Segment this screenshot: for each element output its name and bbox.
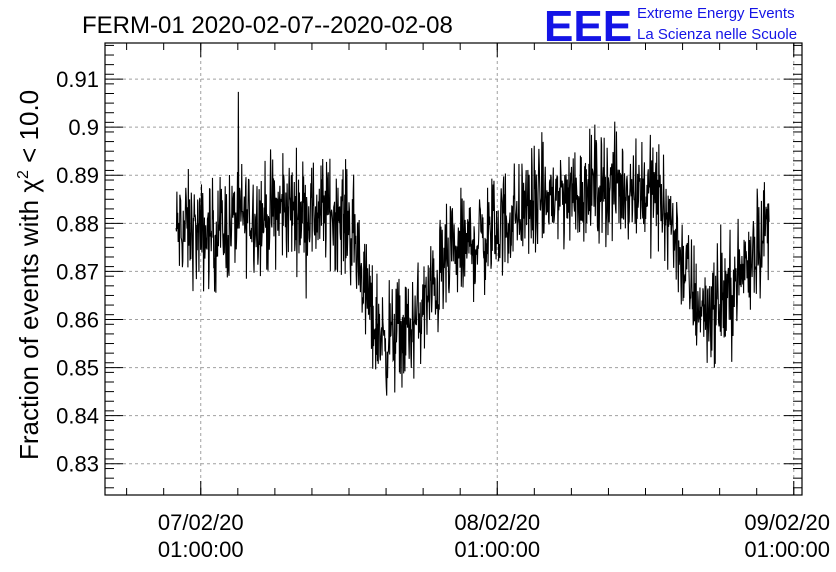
logo-line-1: Extreme Energy Events xyxy=(637,5,795,22)
x-tick-time: 01:00:00 xyxy=(158,537,244,562)
y-axis-label-sup: 2 xyxy=(15,170,32,179)
x-tick-date: 08/02/20 xyxy=(454,510,540,535)
grid xyxy=(105,43,802,495)
y-tick-label: 0.88 xyxy=(56,211,99,236)
y-tick-label: 0.9 xyxy=(68,115,99,140)
y-tick-label: 0.89 xyxy=(56,163,99,188)
logo-mark: EEE xyxy=(544,2,632,51)
y-tick-label: 0.86 xyxy=(56,307,99,332)
y-tick-label: 0.87 xyxy=(56,259,99,284)
y-axis-label-tail: < 10.0 xyxy=(14,90,44,170)
y-tick-label: 0.91 xyxy=(56,67,99,92)
data-series xyxy=(175,91,770,396)
y-axis-label: Fraction of events with χ2 < 10.0 xyxy=(14,90,44,460)
series-line-0 xyxy=(175,91,770,396)
x-tick-time: 01:00:00 xyxy=(744,537,830,562)
y-tick-label: 0.83 xyxy=(56,452,99,477)
y-tick-label: 0.84 xyxy=(56,404,99,429)
x-tick-date: 09/02/20 xyxy=(744,510,830,535)
y-tick-label: 0.85 xyxy=(56,356,99,381)
x-tick-labels: 07/02/2001:00:0008/02/2001:00:0009/02/20… xyxy=(158,510,830,562)
axes xyxy=(104,42,803,496)
eee-logo: EEE Extreme Energy Events La Scienza nel… xyxy=(544,2,797,51)
chart-title: FERM-01 2020-02-07--2020-02-08 xyxy=(82,12,453,39)
plot-frame xyxy=(104,42,803,496)
y-axis-label-chi: χ xyxy=(14,179,44,193)
x-tick-time: 01:00:00 xyxy=(454,537,540,562)
x-tick-date: 07/02/20 xyxy=(158,510,244,535)
logo-line-2: La Scienza nelle Scuole xyxy=(637,26,797,43)
y-tick-labels: 0.83 0.84 0.85 0.86 0.87 0.88 0.89 0.9 0.91 xyxy=(56,67,99,477)
y-axis-label-main: Fraction of events with xyxy=(14,193,44,460)
